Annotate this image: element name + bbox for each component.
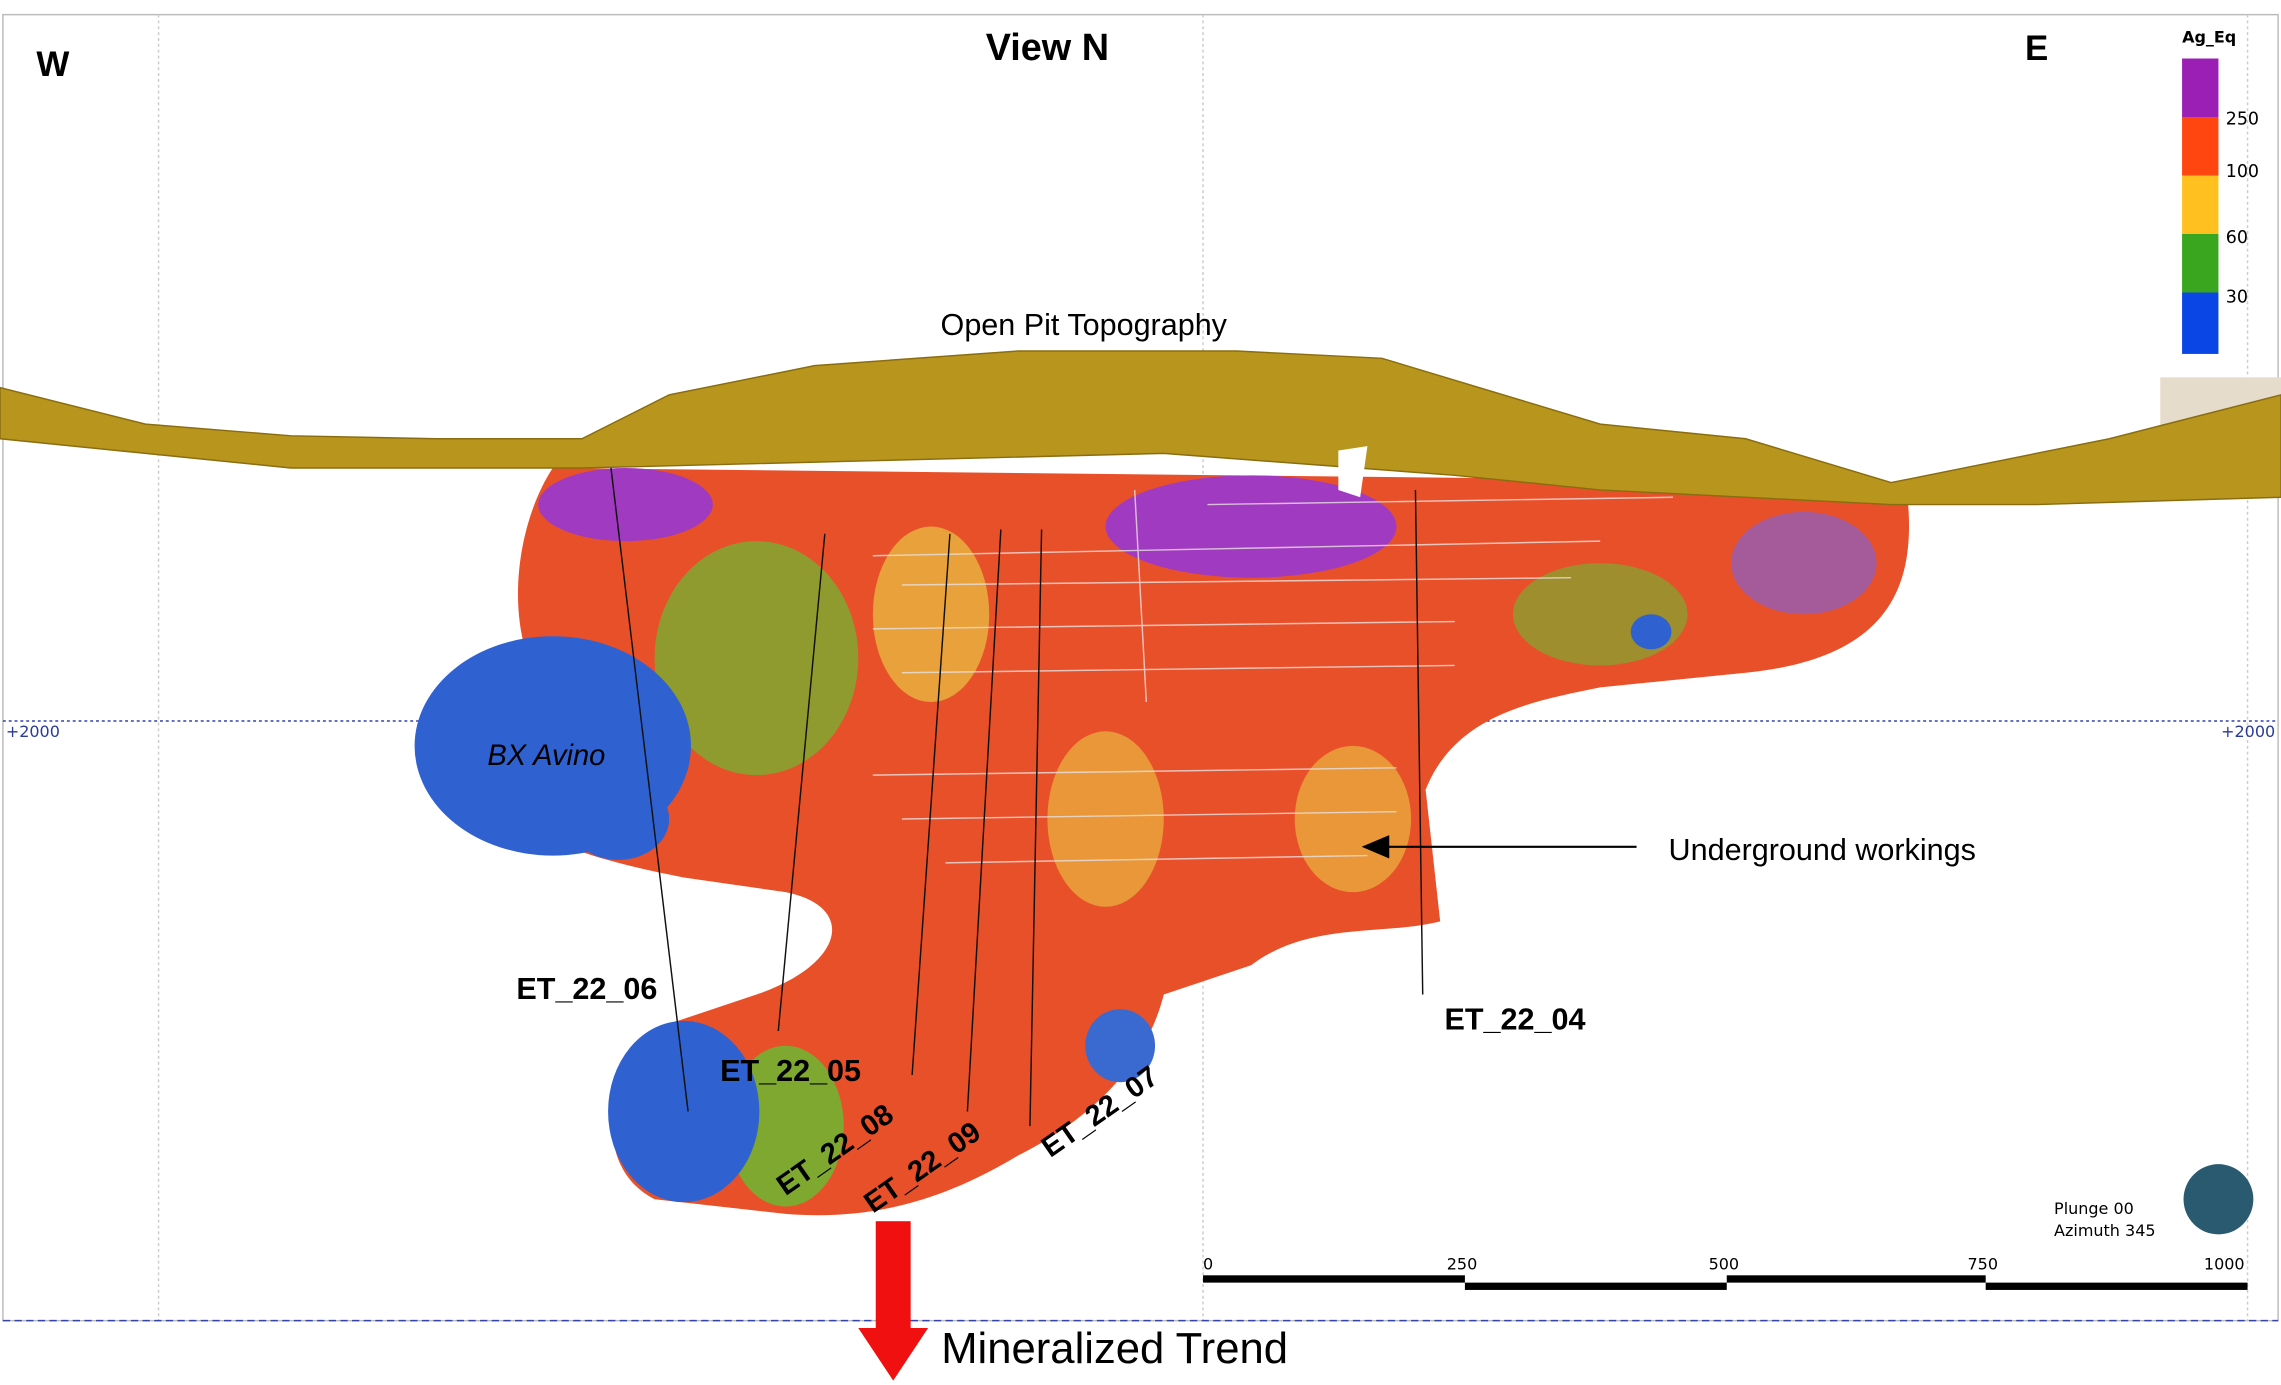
shape [872,540,1601,557]
legend-swatch [2182,117,2219,176]
pit-gap [1338,446,1368,498]
shape [911,533,951,1075]
legend-label: 250 [2226,109,2259,129]
shape [1207,496,1673,506]
topography-label: Open Pit Topography [941,308,1228,342]
west-label: W [36,45,69,84]
legend-swatch [2182,234,2219,293]
topography [0,350,2281,506]
elevation-label: +2000 [6,722,60,741]
logo [2183,1164,2254,1235]
scale-segment [1203,1275,1465,1283]
shape [1029,529,1043,1127]
grade-zone [538,468,713,542]
legend-swatch [2182,175,2219,235]
shape [1414,489,1424,995]
drillhole-label: ET_22_05 [720,1054,861,1088]
trend-arrow-head [858,1327,929,1381]
elevation-label: +2000 [2221,722,2275,741]
drillhole-label: ET_22_06 [516,972,657,1006]
legend-swatch [2182,58,2219,118]
grade-zone [1085,1009,1156,1083]
grade-zone [608,1020,760,1203]
trend-label: Mineralized Trend [941,1324,1288,1373]
east-label: E [2025,29,2048,68]
plunge-label: Plunge 00 [2054,1199,2134,1218]
shape [1133,489,1148,703]
grade-zone [1731,511,1877,615]
scale-label: 250 [1447,1254,1478,1273]
scale-label: 500 [1709,1254,1740,1273]
trend-arrow [875,1221,911,1331]
pointer-head [1361,835,1390,859]
grade-zone [1047,731,1164,907]
drillhole-label: ET_22_04 [1445,1003,1586,1037]
grade-zone [567,778,670,860]
view-title: View N [986,27,1109,69]
bx-label: BX Avino [487,740,605,772]
scale-segment [1464,1282,1727,1290]
shape [777,533,826,1032]
scale-label: 750 [1968,1254,1999,1273]
drillholes [610,467,1424,1127]
grade-zone [872,526,990,703]
shape [872,620,1455,630]
scale-label: 1000 [2204,1254,2245,1273]
shape [610,467,689,1112]
legend-title: Ag_Eq [2182,27,2236,46]
shape [966,529,1002,1112]
workings [872,489,1673,864]
workings-label: Underground workings [1669,833,1976,867]
grade-zone [727,1045,844,1207]
legend-label: 60 [2226,228,2248,248]
azimuth-label: Azimuth 345 [2054,1221,2155,1240]
shape [945,854,1368,864]
shape [872,767,1397,776]
shape [901,664,1455,674]
grade-zone [1105,475,1397,578]
scale-label: 0 [1203,1254,1213,1273]
legend-swatch [2182,292,2219,354]
grade-zone [1294,745,1412,893]
grade-zone [1630,614,1672,650]
shape [901,576,1572,586]
legend-label: 100 [2226,162,2259,182]
scale-segment [1726,1275,1986,1283]
scale-segment [1985,1282,2248,1290]
legend-label: 30 [2226,288,2248,308]
